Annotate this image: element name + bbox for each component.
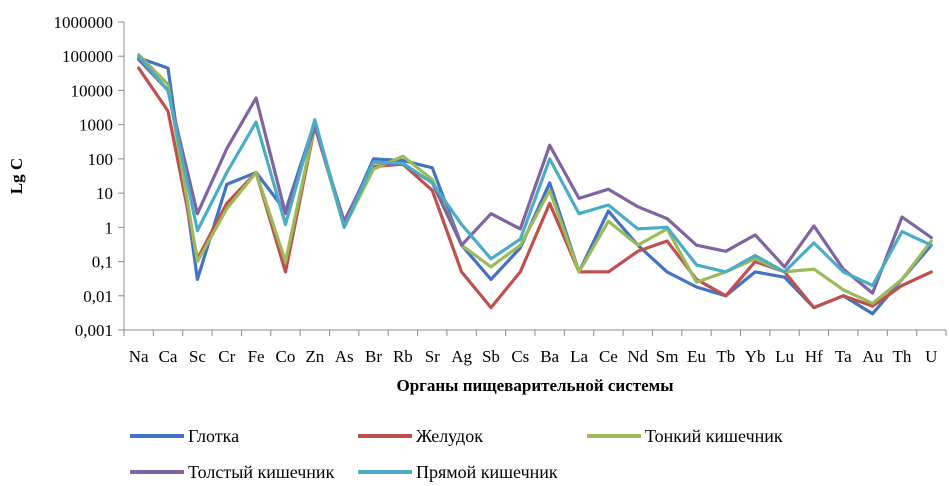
legend-label: Тонкий кишечник — [645, 426, 783, 446]
x-tick-label: Ba — [540, 347, 559, 366]
y-tick-label: 10000 — [71, 81, 114, 100]
x-tick-label: Ce — [599, 347, 618, 366]
series-line-5 — [137, 54, 933, 288]
y-tick-label: 10 — [96, 184, 113, 203]
x-tick-label: U — [925, 347, 937, 366]
x-tick-label: Ag — [451, 347, 472, 366]
x-tick-label: La — [570, 347, 588, 366]
x-tick-label: Yb — [745, 347, 766, 366]
x-tick-label: Zn — [305, 347, 324, 366]
y-tick-label: 100000 — [62, 47, 113, 66]
x-axis-ticks: Na Ca Sc Cr Fe Co Zn As Br Rb Sr Ag Sb Cs Ba La Ce Nd Sm Eu… — [123, 330, 947, 366]
x-tick-label: Au — [862, 347, 883, 366]
x-tick-label: Cs — [511, 347, 529, 366]
x-tick-label: Ta — [835, 347, 852, 366]
x-tick-label: Rb — [393, 347, 413, 366]
x-tick-label: Sr — [425, 347, 440, 366]
x-tick-label: Co — [276, 347, 296, 366]
y-tick-label: 1 — [105, 218, 114, 237]
x-tick-label: Th — [893, 347, 912, 366]
x-tick-label: Tb — [716, 347, 735, 366]
legend-label: Толстый кишечник — [188, 462, 335, 482]
x-tick-label: As — [335, 347, 354, 366]
x-tick-label: Nd — [627, 347, 648, 366]
x-tick-label: Na — [129, 347, 149, 366]
y-tick-label: 1000 — [79, 116, 113, 135]
x-tick-label: Br — [365, 347, 382, 366]
x-axis-title: Органы пищеварительной системы — [396, 376, 673, 395]
y-tick-label: 100 — [88, 150, 114, 169]
x-tick-label: Fe — [248, 347, 265, 366]
x-tick-label: Sc — [189, 347, 206, 366]
x-tick-label: Cr — [218, 347, 235, 366]
x-tick-label: Hf — [805, 347, 823, 366]
legend-label: Желудок — [416, 426, 483, 446]
y-axis-title: Lg C — [7, 158, 26, 194]
y-tick-label: 0,001 — [75, 321, 113, 340]
series-line-4 — [137, 57, 933, 295]
y-tick-label: 0,1 — [92, 253, 113, 272]
x-tick-label: Sb — [482, 347, 500, 366]
y-tick-label: 0,01 — [83, 287, 113, 306]
series-lines — [137, 53, 933, 316]
y-tick-label: 1000000 — [54, 13, 114, 32]
y-axis-ticks: 0,001 0,01 0,1 1 10 100 1000 10000 100000 1000000 — [54, 13, 124, 340]
legend-label: Прямой кишечник — [416, 462, 558, 482]
x-tick-label: Ca — [159, 347, 178, 366]
legend-label: Глотка — [188, 426, 239, 446]
legend: Глотка Желудок Тонкий кишечник Толстый кише… — [130, 426, 783, 482]
series-line-3 — [137, 53, 933, 305]
x-tick-label: Sm — [656, 347, 679, 366]
x-tick-label: Eu — [687, 347, 706, 366]
series-line-2 — [137, 66, 933, 310]
x-tick-label: Lu — [775, 347, 794, 366]
